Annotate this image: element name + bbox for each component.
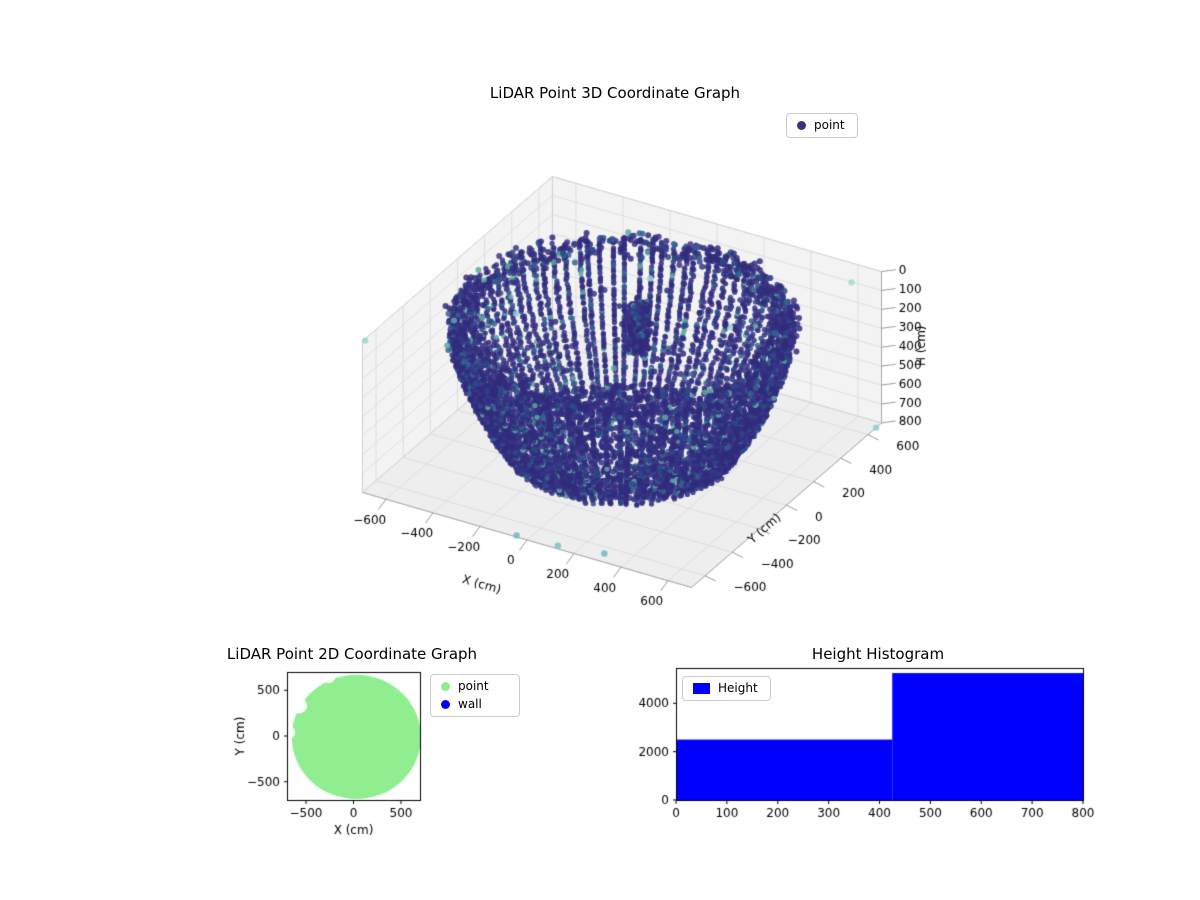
scatter3d-canvas [300, 120, 960, 660]
legend-entry-point-3d: point [797, 118, 845, 132]
legend-entry-point-2d: point [441, 679, 507, 693]
scatter2d-title: LiDAR Point 2D Coordinate Graph [226, 645, 478, 663]
point-marker-icon [797, 121, 806, 131]
scatter3d-legend: point [786, 113, 858, 139]
height-patch-icon [693, 683, 710, 695]
legend-label-point-2d: point [458, 679, 489, 693]
legend-label-point-3d: point [814, 118, 845, 132]
legend-label-wall-2d: wall [458, 697, 482, 712]
scatter2d-legend: point wall [430, 674, 520, 718]
histogram-legend: Height [682, 676, 771, 702]
scatter3d-title: LiDAR Point 3D Coordinate Graph [489, 84, 741, 102]
legend-entry-wall-2d: wall [441, 697, 507, 712]
wall-marker-icon [441, 700, 450, 710]
point-marker-icon [441, 682, 450, 692]
legend-entry-height: Height [693, 681, 758, 695]
legend-label-height: Height [718, 681, 758, 695]
